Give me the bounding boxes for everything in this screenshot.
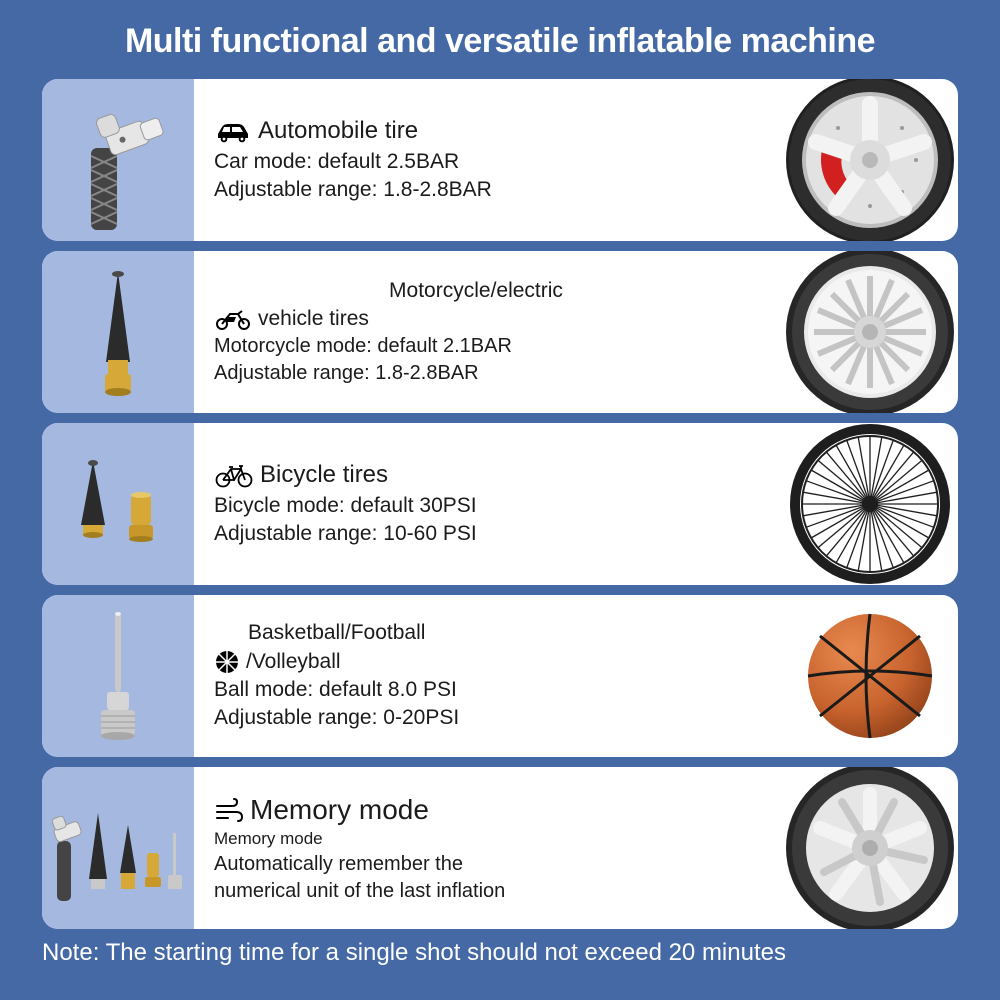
heading-bicycle: Bicycle tires [260,459,388,491]
line-memory-3: Automatically remember the [214,851,778,878]
thumb-motorcycle [42,251,194,413]
info-motorcycle: Motorcycle/electric vehicle tires Motorc… [194,269,782,396]
card-bicycle: Bicycle tires Bicycle mode: default 30PS… [42,423,958,585]
all-adapters-icon [43,773,193,923]
page-title: Multi functional and versatile inflatabl… [42,22,958,61]
heading-automobile: Automobile tire [258,115,418,147]
line-bike-range: Adjustable range: 10-60 PSI [214,520,778,548]
presta-adapter-icon [78,262,158,402]
thumb-automobile [42,79,194,241]
card-ball: Basketball/Football /Volleyball Ball mod… [42,595,958,757]
info-ball: Basketball/Football /Volleyball Ball mod… [194,611,782,740]
info-automobile: Automobile tire Car mode: default 2.5BAR… [194,107,782,212]
heading-moto-bottom: vehicle tires [258,305,369,333]
motorcycle-icon [214,308,252,330]
info-memory: Memory mode Memory mode Automatically re… [194,783,782,914]
line-memory-sub: Memory mode [214,828,778,851]
image-memory-wheel [782,767,958,929]
line-auto-mode: Car mode: default 2.5BAR [214,148,778,176]
line-memory-4: numerical unit of the last inflation [214,878,778,905]
info-bicycle: Bicycle tires Bicycle mode: default 30PS… [194,451,782,556]
line-moto-mode: Motorcycle mode: default 2.1BAR [214,333,778,360]
thumb-ball [42,595,194,757]
heading-ball-top: Basketball/Football [248,619,778,647]
line-ball-mode: Ball mode: default 8.0 PSI [214,676,778,704]
car-icon [214,121,252,143]
image-car-wheel [782,79,958,241]
ball-needle-icon [73,606,163,746]
card-memory: Memory mode Memory mode Automatically re… [42,767,958,929]
line-ball-range: Adjustable range: 0-20PSI [214,704,778,732]
bicycle-icon [214,464,254,488]
card-automobile: Automobile tire Car mode: default 2.5BAR… [42,79,958,241]
wind-icon [214,798,244,822]
line-moto-range: Adjustable range: 1.8-2.8BAR [214,360,778,387]
image-basketball [782,595,958,757]
image-moto-wheel [782,251,958,413]
heading-memory: Memory mode [250,791,429,829]
card-motorcycle: Motorcycle/electric vehicle tires Motorc… [42,251,958,413]
image-bicycle-wheel [782,423,958,585]
thumb-bicycle [42,423,194,585]
basketball-icon [214,649,240,675]
thumb-memory [42,767,194,929]
line-bike-mode: Bicycle mode: default 30PSI [214,492,778,520]
bike-adapters-icon [53,439,183,569]
heading-ball-bottom: /Volleyball [246,648,341,676]
air-hose-icon [63,90,173,230]
line-auto-range: Adjustable range: 1.8-2.8BAR [214,176,778,204]
footer-note: Note: The starting time for a single sho… [42,939,958,967]
heading-moto-top: Motorcycle/electric [174,277,778,305]
